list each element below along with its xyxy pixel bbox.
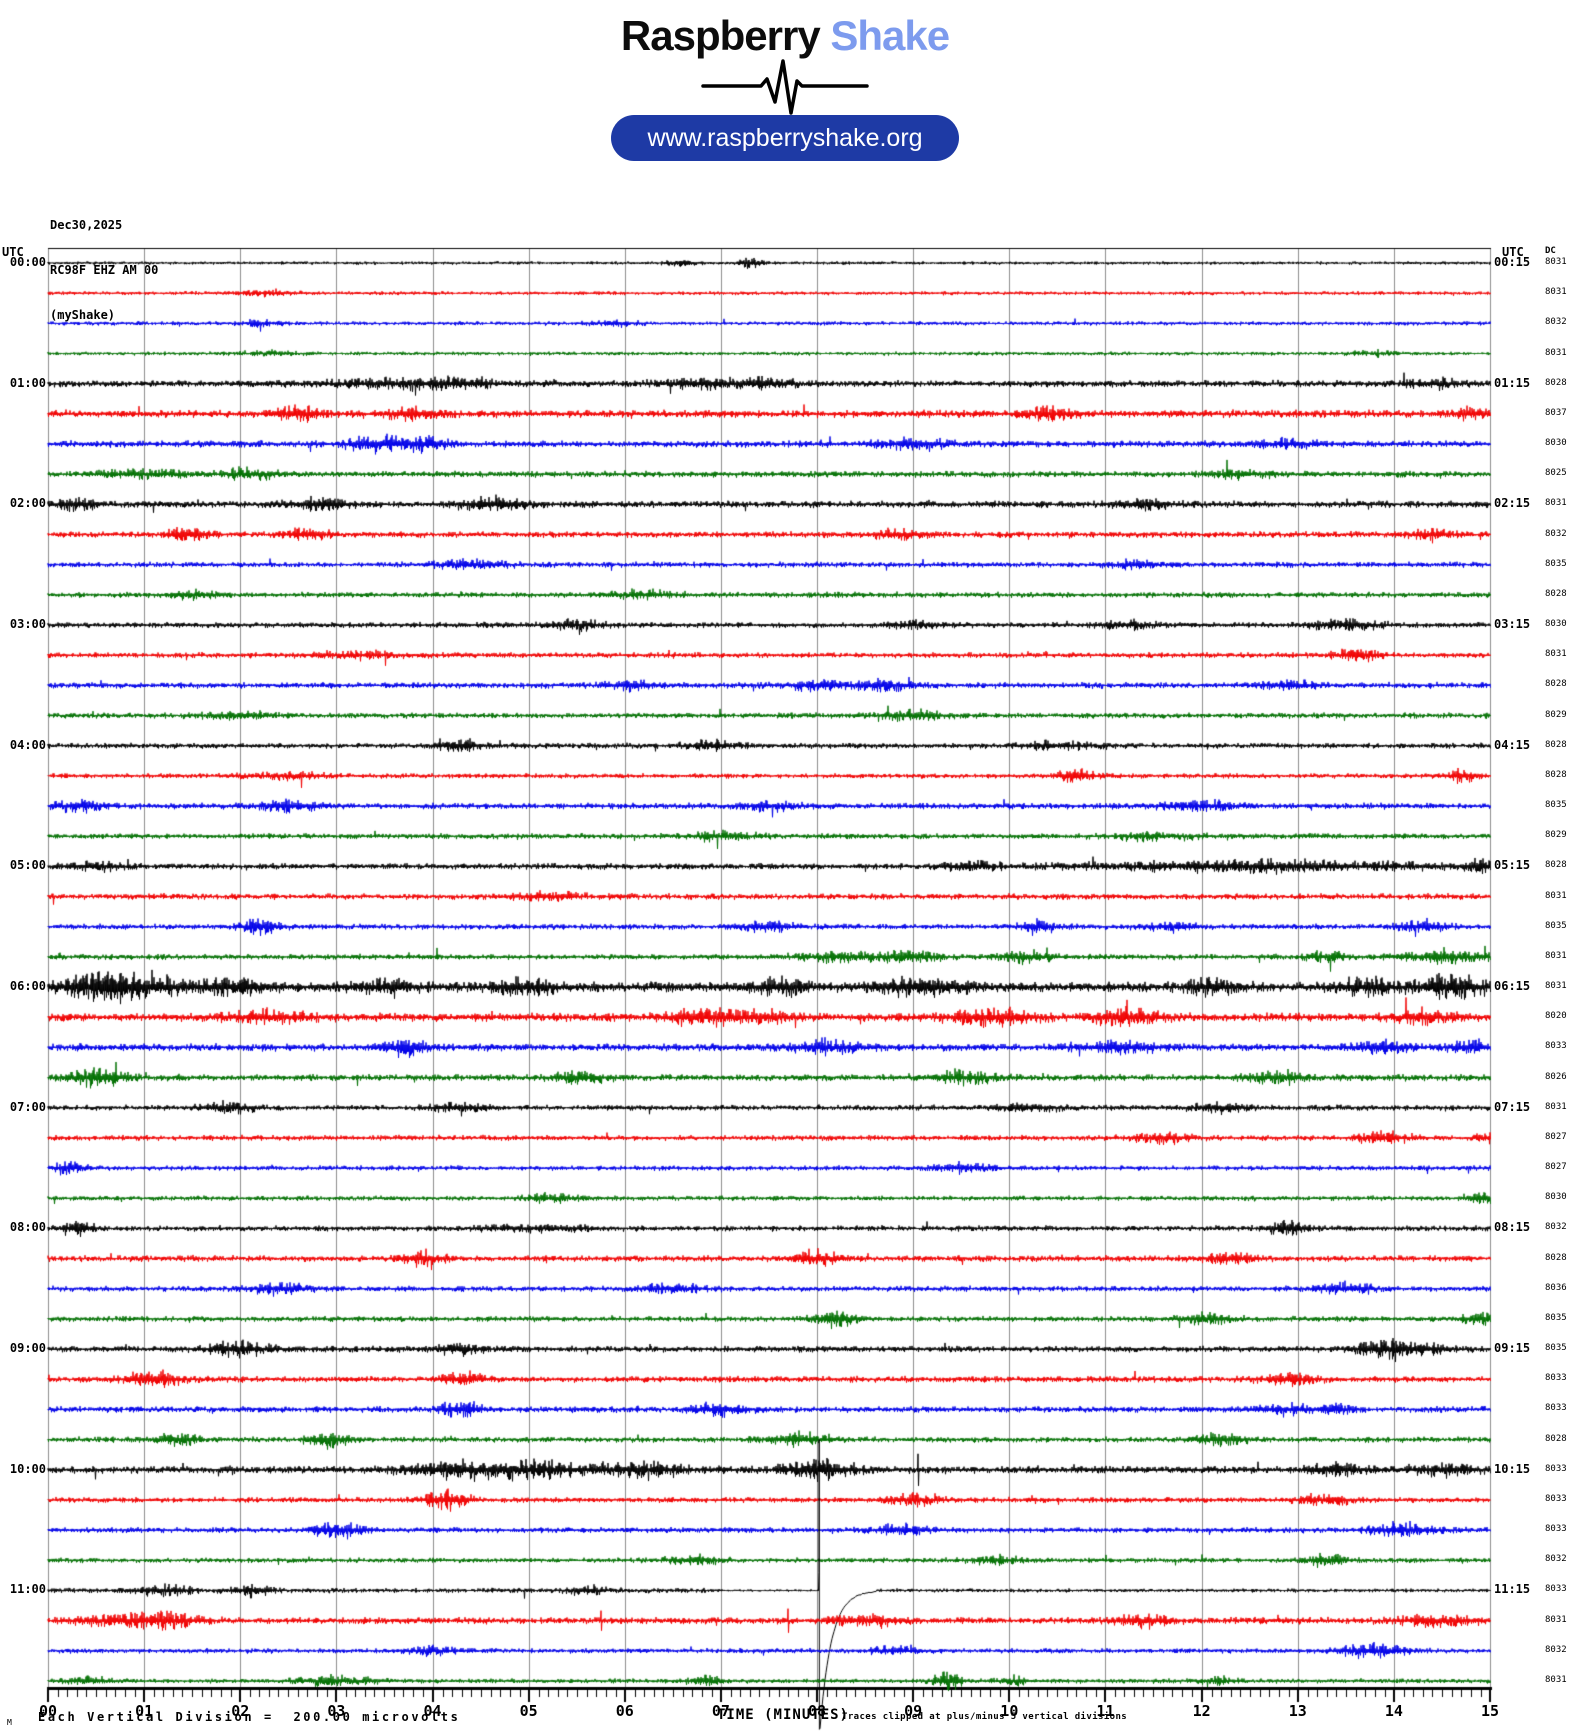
dc-value-row-46: 8032	[1545, 1644, 1567, 1655]
dc-value-row-7: 8025	[1545, 468, 1567, 479]
x-tick-label-08: 08	[808, 1702, 827, 1720]
dc-value-row-33: 8028	[1545, 1252, 1567, 1263]
x-tick-label-11: 11	[1096, 1702, 1115, 1720]
hour-label-right-00:15: 00:15	[1494, 255, 1531, 269]
x-tick-label-09: 09	[904, 1702, 923, 1720]
dc-value-row-36: 8035	[1545, 1343, 1567, 1354]
hour-label-right-01:15: 01:15	[1494, 375, 1531, 390]
dc-value-row-42: 8033	[1545, 1524, 1567, 1535]
dc-value-row-11: 8028	[1545, 588, 1567, 599]
hour-label-left-08:00: 08:00	[9, 1220, 46, 1235]
dc-value-row-44: 8033	[1545, 1584, 1567, 1595]
dc-value-row-16: 8028	[1545, 739, 1567, 750]
dc-value-row-32: 8032	[1545, 1222, 1567, 1233]
x-tick-label-02: 02	[231, 1702, 250, 1720]
dc-value-row-31: 8030	[1545, 1192, 1567, 1203]
dc-value-row-28: 8031	[1545, 1101, 1567, 1112]
x-tick-label-06: 06	[615, 1702, 634, 1720]
hour-label-right-10:15: 10:15	[1494, 1461, 1531, 1476]
dc-value-row-13: 8031	[1545, 649, 1567, 660]
hour-label-left-04:00: 04:00	[9, 737, 46, 752]
dc-value-row-2: 8032	[1545, 317, 1567, 328]
hour-label-right-03:15: 03:15	[1494, 617, 1531, 632]
dc-value-row-4: 8028	[1545, 377, 1567, 388]
dc-value-row-9: 8032	[1545, 528, 1567, 539]
dc-value-row-30: 8027	[1545, 1162, 1567, 1173]
dc-value-row-25: 8020	[1545, 1011, 1567, 1022]
x-tick-label-01: 01	[135, 1702, 154, 1720]
hour-label-left-01:00: 01:00	[9, 375, 46, 390]
x-tick-label-03: 03	[327, 1702, 346, 1720]
dc-value-row-34: 8036	[1545, 1282, 1567, 1293]
hour-label-left-02:00: 02:00	[9, 496, 46, 511]
dc-value-row-40: 8033	[1545, 1463, 1567, 1474]
x-tick-label-04: 04	[423, 1702, 442, 1720]
hour-label-left-03:00: 03:00	[9, 617, 46, 632]
dc-value-row-37: 8033	[1545, 1373, 1567, 1384]
hour-label-right-08:15: 08:15	[1494, 1220, 1531, 1235]
hour-label-left-10:00: 10:00	[9, 1461, 46, 1476]
dc-value-row-1: 8031	[1545, 287, 1567, 298]
hour-label-right-06:15: 06:15	[1494, 979, 1531, 994]
hour-label-right-05:15: 05:15	[1494, 858, 1531, 873]
x-tick-label-15: 15	[1480, 1702, 1500, 1720]
dc-value-row-26: 8033	[1545, 1041, 1567, 1052]
hour-label-left-05:00: 05:00	[9, 858, 46, 873]
dc-value-row-21: 8031	[1545, 890, 1567, 901]
x-tick-label-05: 05	[519, 1702, 538, 1720]
hour-label-left-00:00: 00:00	[9, 255, 46, 269]
dc-value-row-12: 8030	[1545, 619, 1567, 630]
x-tick-label-13: 13	[1288, 1702, 1307, 1720]
hour-label-left-09:00: 09:00	[9, 1341, 46, 1356]
clip-note: Traces clipped at plus/minus 5 vertical …	[842, 1712, 1128, 1722]
hour-label-right-09:15: 09:15	[1494, 1341, 1531, 1356]
utc-header-right: UTC	[1502, 245, 1524, 259]
dc-value-row-38: 8033	[1545, 1403, 1567, 1414]
x-tick-label-10: 10	[1000, 1702, 1019, 1720]
dc-value-row-5: 8037	[1545, 407, 1567, 418]
dc-column-header: DC	[1545, 246, 1556, 256]
dc-value-row-22: 8035	[1545, 920, 1567, 931]
x-tick-label-14: 14	[1384, 1702, 1403, 1720]
dc-value-row-20: 8028	[1545, 860, 1567, 871]
hour-label-left-11:00: 11:00	[9, 1582, 46, 1597]
dc-value-row-39: 8028	[1545, 1433, 1567, 1444]
footnote-marker: M	[7, 1718, 12, 1727]
hour-label-right-02:15: 02:15	[1494, 496, 1531, 511]
dc-value-row-17: 8028	[1545, 769, 1567, 780]
dc-value-row-3: 8031	[1545, 347, 1567, 358]
dc-value-row-8: 8031	[1545, 498, 1567, 509]
dc-value-row-15: 8029	[1545, 709, 1567, 720]
dc-value-row-6: 8030	[1545, 438, 1567, 449]
x-axis-title: TIME (MINUTES)	[716, 1707, 849, 1723]
hour-label-left-06:00: 06:00	[9, 979, 46, 994]
hour-label-right-11:15: 11:15	[1494, 1582, 1531, 1597]
dc-value-row-47: 8031	[1545, 1674, 1567, 1685]
x-tick-label-00: 00	[38, 1702, 58, 1720]
dc-value-row-0: 8031	[1545, 257, 1567, 267]
dc-value-row-24: 8031	[1545, 981, 1567, 992]
utc-header-left: UTC	[2, 245, 24, 259]
dc-value-row-14: 8028	[1545, 679, 1567, 690]
x-tick-label-12: 12	[1192, 1702, 1211, 1720]
dc-value-row-19: 8029	[1545, 830, 1567, 841]
dc-value-row-43: 8032	[1545, 1554, 1567, 1565]
hour-label-right-04:15: 04:15	[1494, 737, 1531, 752]
dc-value-row-41: 8033	[1545, 1493, 1567, 1504]
x-tick-label-07: 07	[711, 1702, 730, 1720]
vertical-division-note: Each Vertical Division = 200.00 microvol…	[38, 1710, 461, 1724]
dc-value-row-18: 8035	[1545, 800, 1567, 811]
dc-value-row-27: 8026	[1545, 1071, 1567, 1082]
dc-value-row-45: 8031	[1545, 1614, 1567, 1625]
dc-value-row-29: 8027	[1545, 1131, 1567, 1142]
dc-value-row-10: 8035	[1545, 558, 1567, 569]
hour-label-right-07:15: 07:15	[1494, 1099, 1531, 1114]
hour-label-left-07:00: 07:00	[9, 1099, 46, 1114]
dc-value-row-35: 8035	[1545, 1312, 1567, 1323]
dc-value-row-23: 8031	[1545, 950, 1567, 961]
